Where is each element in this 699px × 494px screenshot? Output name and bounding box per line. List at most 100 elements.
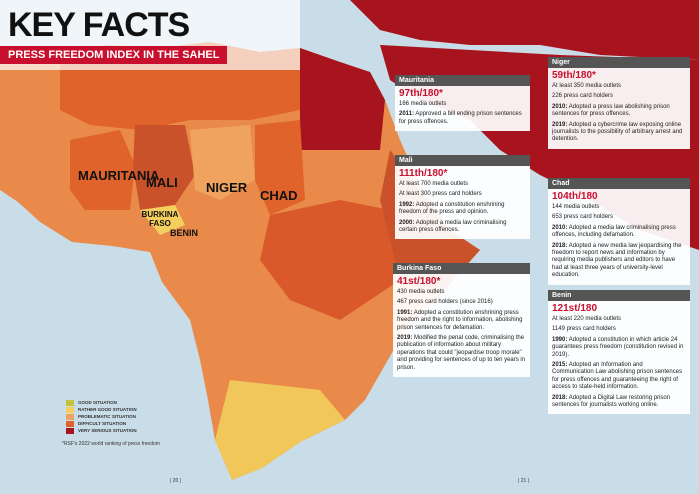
legend-label: GOOD SITUATION	[78, 400, 117, 405]
card-country: Mali	[395, 155, 530, 166]
event-year: 2019:	[552, 121, 568, 128]
legend-swatch	[66, 399, 74, 406]
legend-swatch	[66, 406, 74, 413]
card-country: Chad	[548, 178, 690, 189]
card-event: 2010: Adopted a media law criminalising …	[548, 224, 690, 242]
event-year: 2018:	[552, 242, 568, 249]
event-year: 1991:	[397, 309, 413, 316]
page-number: | 20 |	[170, 478, 181, 484]
card-rank: 41st/180*	[397, 276, 441, 287]
event-text: Adopted a cybercrime law exposing online…	[552, 121, 683, 143]
card-pad	[548, 146, 690, 149]
card-pad	[393, 374, 530, 377]
card-event: 2010: Adopted a press law abolishing pri…	[548, 103, 690, 121]
legend-swatch	[66, 413, 74, 420]
card-country: Niger	[548, 57, 690, 68]
niger	[190, 125, 255, 200]
card-fact: At least 350 media outlets	[552, 83, 622, 89]
map-label: CHAD	[260, 188, 298, 203]
card-fact: At least 220 media outlets	[552, 316, 622, 322]
event-text: Modified the penal code, criminalising t…	[397, 335, 526, 371]
fact-card: Chad 104th/180 144 media outlets 653 press …	[548, 178, 690, 285]
event-year: 2015:	[552, 362, 568, 369]
card-fact: At least 300 press card holders	[399, 191, 482, 198]
fact-card: Niger 59th/180* At least 350 media outlets…	[548, 57, 690, 149]
card-event: 2011: Approved a bill ending prison sent…	[395, 110, 530, 128]
event-year: 2018:	[552, 394, 568, 401]
card-pad	[395, 128, 530, 131]
event-text: Adopted a new media law jeopardising the…	[552, 242, 682, 279]
fact-card: Mauritania 97th/180* 166 media outlets 2011…	[395, 75, 530, 132]
event-text: Adopted an Information and Communication…	[552, 362, 683, 391]
event-text: Adopted a press law abolishing prison se…	[552, 103, 670, 118]
card-fact: 653 press card holders	[552, 214, 614, 221]
legend-item: RATHER GOOD SITUATION	[66, 406, 137, 413]
title: KEY FACTS	[8, 6, 190, 44]
card-event: 2019: Adopted a cybercrime law exposing …	[548, 121, 690, 146]
card-rank: 111th/180*	[399, 168, 448, 179]
card-fact: 144 media outlets	[552, 204, 600, 210]
event-year: 2010:	[552, 224, 568, 231]
event-text: Adopted a constitution in which article …	[552, 336, 684, 358]
page-number: | 21 |	[518, 478, 529, 484]
event-year: 2019:	[397, 335, 413, 342]
card-fact: At least 700 media outlets	[399, 181, 469, 187]
map-label: MALI	[146, 175, 178, 190]
legend-item: PROBLEMATIC SITUATION	[66, 413, 137, 420]
map-label: BENIN	[170, 228, 199, 238]
legend-label: VERY SERIOUS SITUATION	[78, 428, 137, 433]
egypt	[300, 48, 385, 150]
chad	[255, 120, 305, 215]
footnote: *RSF's 2022 world ranking of press freed…	[62, 441, 160, 447]
card-country: Burkina Faso	[393, 263, 530, 274]
central-africa	[260, 200, 400, 320]
card-event: 2019: Modified the penal code, criminali…	[393, 334, 530, 374]
card-event: 1990: Adopted a constitution in which ar…	[548, 336, 690, 361]
card-pad	[395, 236, 530, 239]
card-rank: 59th/180*	[552, 70, 596, 81]
card-event: 2018: Adopted a Digital Law restoring pr…	[548, 394, 690, 412]
event-year: 2000:	[399, 219, 415, 226]
event-text: Adopted a media law criminalising press …	[552, 224, 676, 239]
fact-card: Burkina Faso 41st/180* 430 media outlets 46…	[393, 263, 530, 378]
event-text: Adopted a constitution enshrining press …	[397, 309, 523, 331]
card-event: 2000: Adopted a media law criminalising …	[395, 219, 530, 237]
legend-item: GOOD SITUATION	[66, 399, 137, 406]
mauritania	[70, 130, 135, 210]
event-text: Adopted a Digital Law restoring prison s…	[552, 394, 671, 409]
card-rank: 121st/180	[552, 303, 598, 314]
card-rank: 104th/180	[552, 191, 598, 202]
map-label: NIGER	[206, 180, 248, 195]
legend-swatch	[66, 420, 74, 427]
legend-label: RATHER GOOD SITUATION	[78, 407, 137, 412]
subtitle: PRESS FREEDOM INDEX IN THE SAHEL	[0, 46, 228, 64]
card-event: 1991: Adopted a constitution enshrining …	[393, 309, 530, 334]
legend-item: VERY SERIOUS SITUATION	[66, 427, 137, 434]
card-fact: 166 media outlets	[399, 101, 447, 107]
event-year: 1992:	[399, 201, 415, 208]
card-event: 1992: Adopted a constitution enshrining …	[395, 201, 530, 219]
legend-item: DIFFICULT SITUATION	[66, 420, 137, 427]
legend-swatch	[66, 427, 74, 434]
card-event: 2015: Adopted an Information and Communi…	[548, 361, 690, 394]
card-country: Benin	[548, 290, 690, 301]
card-fact: 430 media outlets	[397, 289, 445, 295]
fact-card: Mali 111th/180* At least 700 media outlets…	[395, 155, 530, 240]
burkina-faso	[140, 205, 185, 235]
legend-label: DIFFICULT SITUATION	[78, 421, 127, 426]
legend-label: PROBLEMATIC SITUATION	[78, 414, 136, 419]
card-rank: 97th/180*	[399, 88, 443, 99]
event-text: Adopted a constitution enshrining freedo…	[399, 201, 505, 216]
card-pad	[548, 282, 690, 285]
map-label: BURKINA FASO	[141, 210, 179, 228]
event-year: 2010:	[552, 103, 568, 110]
card-fact: 1149 press card holders	[552, 326, 616, 333]
map-label: MAURITANIA	[78, 168, 160, 183]
card-fact: 467 press card holders (since 2016)	[397, 299, 493, 306]
mali	[133, 125, 195, 210]
card-pad	[548, 411, 690, 414]
card-event: 2018: Adopted a new media law jeopardisi…	[548, 242, 690, 282]
event-text: Approved a bill ending prison sentences …	[399, 111, 522, 125]
event-text: Adopted a media law criminalising certai…	[399, 219, 507, 234]
